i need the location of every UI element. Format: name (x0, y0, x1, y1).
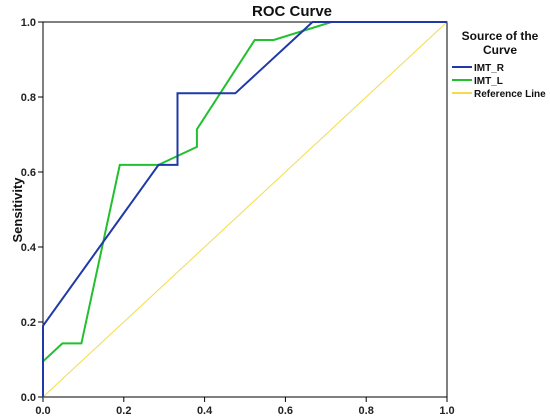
y-tick-label: 0.2 (21, 317, 36, 329)
legend-label-imt-r: IMT_R (474, 63, 505, 74)
y-tick-label: 0.4 (21, 242, 37, 254)
y-tick-label: 1.0 (21, 17, 36, 29)
x-tick-label: 0.6 (278, 405, 293, 417)
y-tick-label: 0.8 (21, 92, 36, 104)
x-tick-label: 0.4 (197, 405, 213, 417)
x-tick-label: 0.0 (35, 405, 50, 417)
chart-title: ROC Curve (252, 3, 332, 20)
x-tick-label: 0.8 (359, 405, 374, 417)
legend: IMT_R IMT_L Reference Line (452, 63, 546, 100)
y-tick-label: 0.0 (21, 392, 36, 404)
x-tick-label: 0.2 (116, 405, 131, 417)
plot-frame (42, 21, 448, 398)
legend-title-line-2: Curve (483, 43, 517, 57)
legend-label-reference-line: Reference Line (474, 89, 546, 100)
series-line-reference-line (42, 21, 448, 398)
y-tick-label: 0.6 (21, 167, 36, 179)
legend-title-line-1: Source of the (462, 29, 539, 43)
x-tick-label: 1.0 (439, 405, 454, 417)
plot-area: 0.0 0.2 0.4 0.6 0.8 1.0 0.0 0.2 0.4 0.6 0.8 1.0 (21, 17, 455, 417)
series-line-imt-r (42, 21, 447, 397)
legend-label-imt-l: IMT_L (474, 76, 503, 87)
y-axis-label: Sensitivity (10, 177, 25, 243)
